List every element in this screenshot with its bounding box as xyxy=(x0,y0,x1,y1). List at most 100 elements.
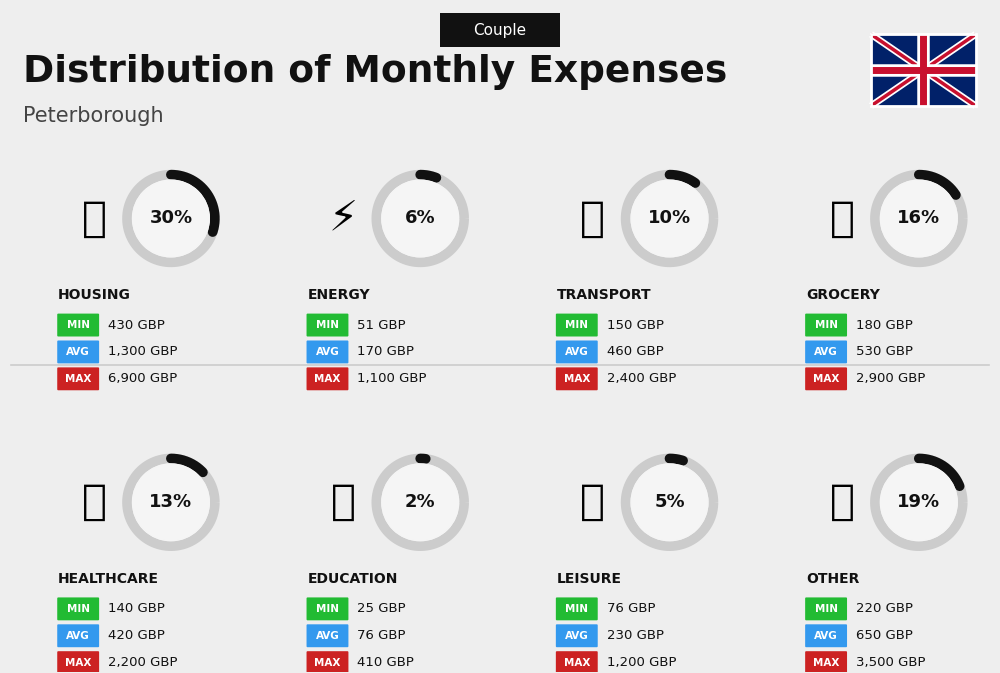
Text: 2,900 GBP: 2,900 GBP xyxy=(856,372,925,386)
Bar xyxy=(871,34,976,106)
Text: 410 GBP: 410 GBP xyxy=(357,656,414,669)
FancyBboxPatch shape xyxy=(440,13,560,47)
FancyBboxPatch shape xyxy=(57,598,99,621)
Text: 1,300 GBP: 1,300 GBP xyxy=(108,345,178,359)
Text: LEISURE: LEISURE xyxy=(557,572,622,586)
FancyBboxPatch shape xyxy=(307,651,348,673)
Text: AVG: AVG xyxy=(66,347,90,357)
Text: MIN: MIN xyxy=(316,320,339,330)
Text: AVG: AVG xyxy=(565,631,589,641)
Text: MAX: MAX xyxy=(314,658,341,668)
Text: 2,400 GBP: 2,400 GBP xyxy=(607,372,676,386)
Text: 2,200 GBP: 2,200 GBP xyxy=(108,656,178,669)
Text: MAX: MAX xyxy=(564,658,590,668)
Text: MAX: MAX xyxy=(564,374,590,384)
Text: MAX: MAX xyxy=(314,374,341,384)
Circle shape xyxy=(382,180,459,257)
FancyBboxPatch shape xyxy=(307,367,348,390)
Text: MAX: MAX xyxy=(65,374,91,384)
Text: AVG: AVG xyxy=(316,631,339,641)
Text: 5%: 5% xyxy=(654,493,685,511)
FancyBboxPatch shape xyxy=(57,625,99,647)
Text: ⚡: ⚡ xyxy=(329,197,358,240)
Text: 10%: 10% xyxy=(648,209,691,227)
Text: MAX: MAX xyxy=(813,658,839,668)
Text: AVG: AVG xyxy=(66,631,90,641)
Text: Distribution of Monthly Expenses: Distribution of Monthly Expenses xyxy=(23,54,728,90)
FancyBboxPatch shape xyxy=(556,341,598,363)
Text: 2%: 2% xyxy=(405,493,436,511)
Text: EDUCATION: EDUCATION xyxy=(308,572,398,586)
Circle shape xyxy=(880,180,957,257)
FancyBboxPatch shape xyxy=(805,367,847,390)
FancyBboxPatch shape xyxy=(556,367,598,390)
Text: OTHER: OTHER xyxy=(806,572,860,586)
FancyBboxPatch shape xyxy=(556,598,598,621)
FancyBboxPatch shape xyxy=(307,625,348,647)
Text: 🛒: 🛒 xyxy=(830,197,855,240)
Text: 💓: 💓 xyxy=(82,481,107,524)
FancyBboxPatch shape xyxy=(57,341,99,363)
FancyBboxPatch shape xyxy=(805,651,847,673)
Text: 530 GBP: 530 GBP xyxy=(856,345,913,359)
Circle shape xyxy=(382,464,459,540)
Text: AVG: AVG xyxy=(814,631,838,641)
FancyBboxPatch shape xyxy=(57,651,99,673)
Text: 13%: 13% xyxy=(149,493,192,511)
Text: 16%: 16% xyxy=(897,209,940,227)
Text: 430 GBP: 430 GBP xyxy=(108,318,165,332)
Text: MIN: MIN xyxy=(316,604,339,614)
FancyBboxPatch shape xyxy=(556,314,598,336)
FancyBboxPatch shape xyxy=(556,651,598,673)
FancyBboxPatch shape xyxy=(307,314,348,336)
Circle shape xyxy=(631,464,708,540)
Text: 25 GBP: 25 GBP xyxy=(357,602,406,615)
Circle shape xyxy=(880,464,957,540)
Text: AVG: AVG xyxy=(565,347,589,357)
Text: 650 GBP: 650 GBP xyxy=(856,629,913,642)
Text: 19%: 19% xyxy=(897,493,940,511)
FancyBboxPatch shape xyxy=(57,367,99,390)
Text: MAX: MAX xyxy=(65,658,91,668)
Text: AVG: AVG xyxy=(316,347,339,357)
Text: 220 GBP: 220 GBP xyxy=(856,602,913,615)
FancyBboxPatch shape xyxy=(57,314,99,336)
Text: MIN: MIN xyxy=(565,320,588,330)
Text: MAX: MAX xyxy=(813,374,839,384)
Text: 150 GBP: 150 GBP xyxy=(607,318,664,332)
Text: 51 GBP: 51 GBP xyxy=(357,318,406,332)
Text: TRANSPORT: TRANSPORT xyxy=(557,288,651,302)
Text: 170 GBP: 170 GBP xyxy=(357,345,414,359)
Circle shape xyxy=(133,180,209,257)
Text: 1,200 GBP: 1,200 GBP xyxy=(607,656,676,669)
Bar xyxy=(871,34,976,106)
FancyBboxPatch shape xyxy=(307,598,348,621)
Text: 30%: 30% xyxy=(149,209,192,227)
FancyBboxPatch shape xyxy=(556,625,598,647)
Text: Peterborough: Peterborough xyxy=(23,106,164,126)
FancyBboxPatch shape xyxy=(805,314,847,336)
Text: HOUSING: HOUSING xyxy=(58,288,131,302)
Text: HEALTHCARE: HEALTHCARE xyxy=(58,572,159,586)
Text: MIN: MIN xyxy=(815,604,838,614)
Text: GROCERY: GROCERY xyxy=(806,288,880,302)
Text: MIN: MIN xyxy=(815,320,838,330)
Text: 460 GBP: 460 GBP xyxy=(607,345,663,359)
Text: 🛍: 🛍 xyxy=(580,481,605,524)
Text: 💰: 💰 xyxy=(830,481,855,524)
Circle shape xyxy=(133,464,209,540)
FancyBboxPatch shape xyxy=(307,341,348,363)
Text: Couple: Couple xyxy=(473,23,527,38)
Text: 6,900 GBP: 6,900 GBP xyxy=(108,372,177,386)
Text: AVG: AVG xyxy=(814,347,838,357)
Text: 🏢: 🏢 xyxy=(82,197,107,240)
Text: ENERGY: ENERGY xyxy=(308,288,370,302)
Text: MIN: MIN xyxy=(565,604,588,614)
Text: 76 GBP: 76 GBP xyxy=(357,629,406,642)
Text: MIN: MIN xyxy=(67,604,90,614)
Text: 1,100 GBP: 1,100 GBP xyxy=(357,372,427,386)
Text: 180 GBP: 180 GBP xyxy=(856,318,913,332)
Text: 🚌: 🚌 xyxy=(580,197,605,240)
FancyBboxPatch shape xyxy=(805,598,847,621)
Text: 76 GBP: 76 GBP xyxy=(607,602,655,615)
